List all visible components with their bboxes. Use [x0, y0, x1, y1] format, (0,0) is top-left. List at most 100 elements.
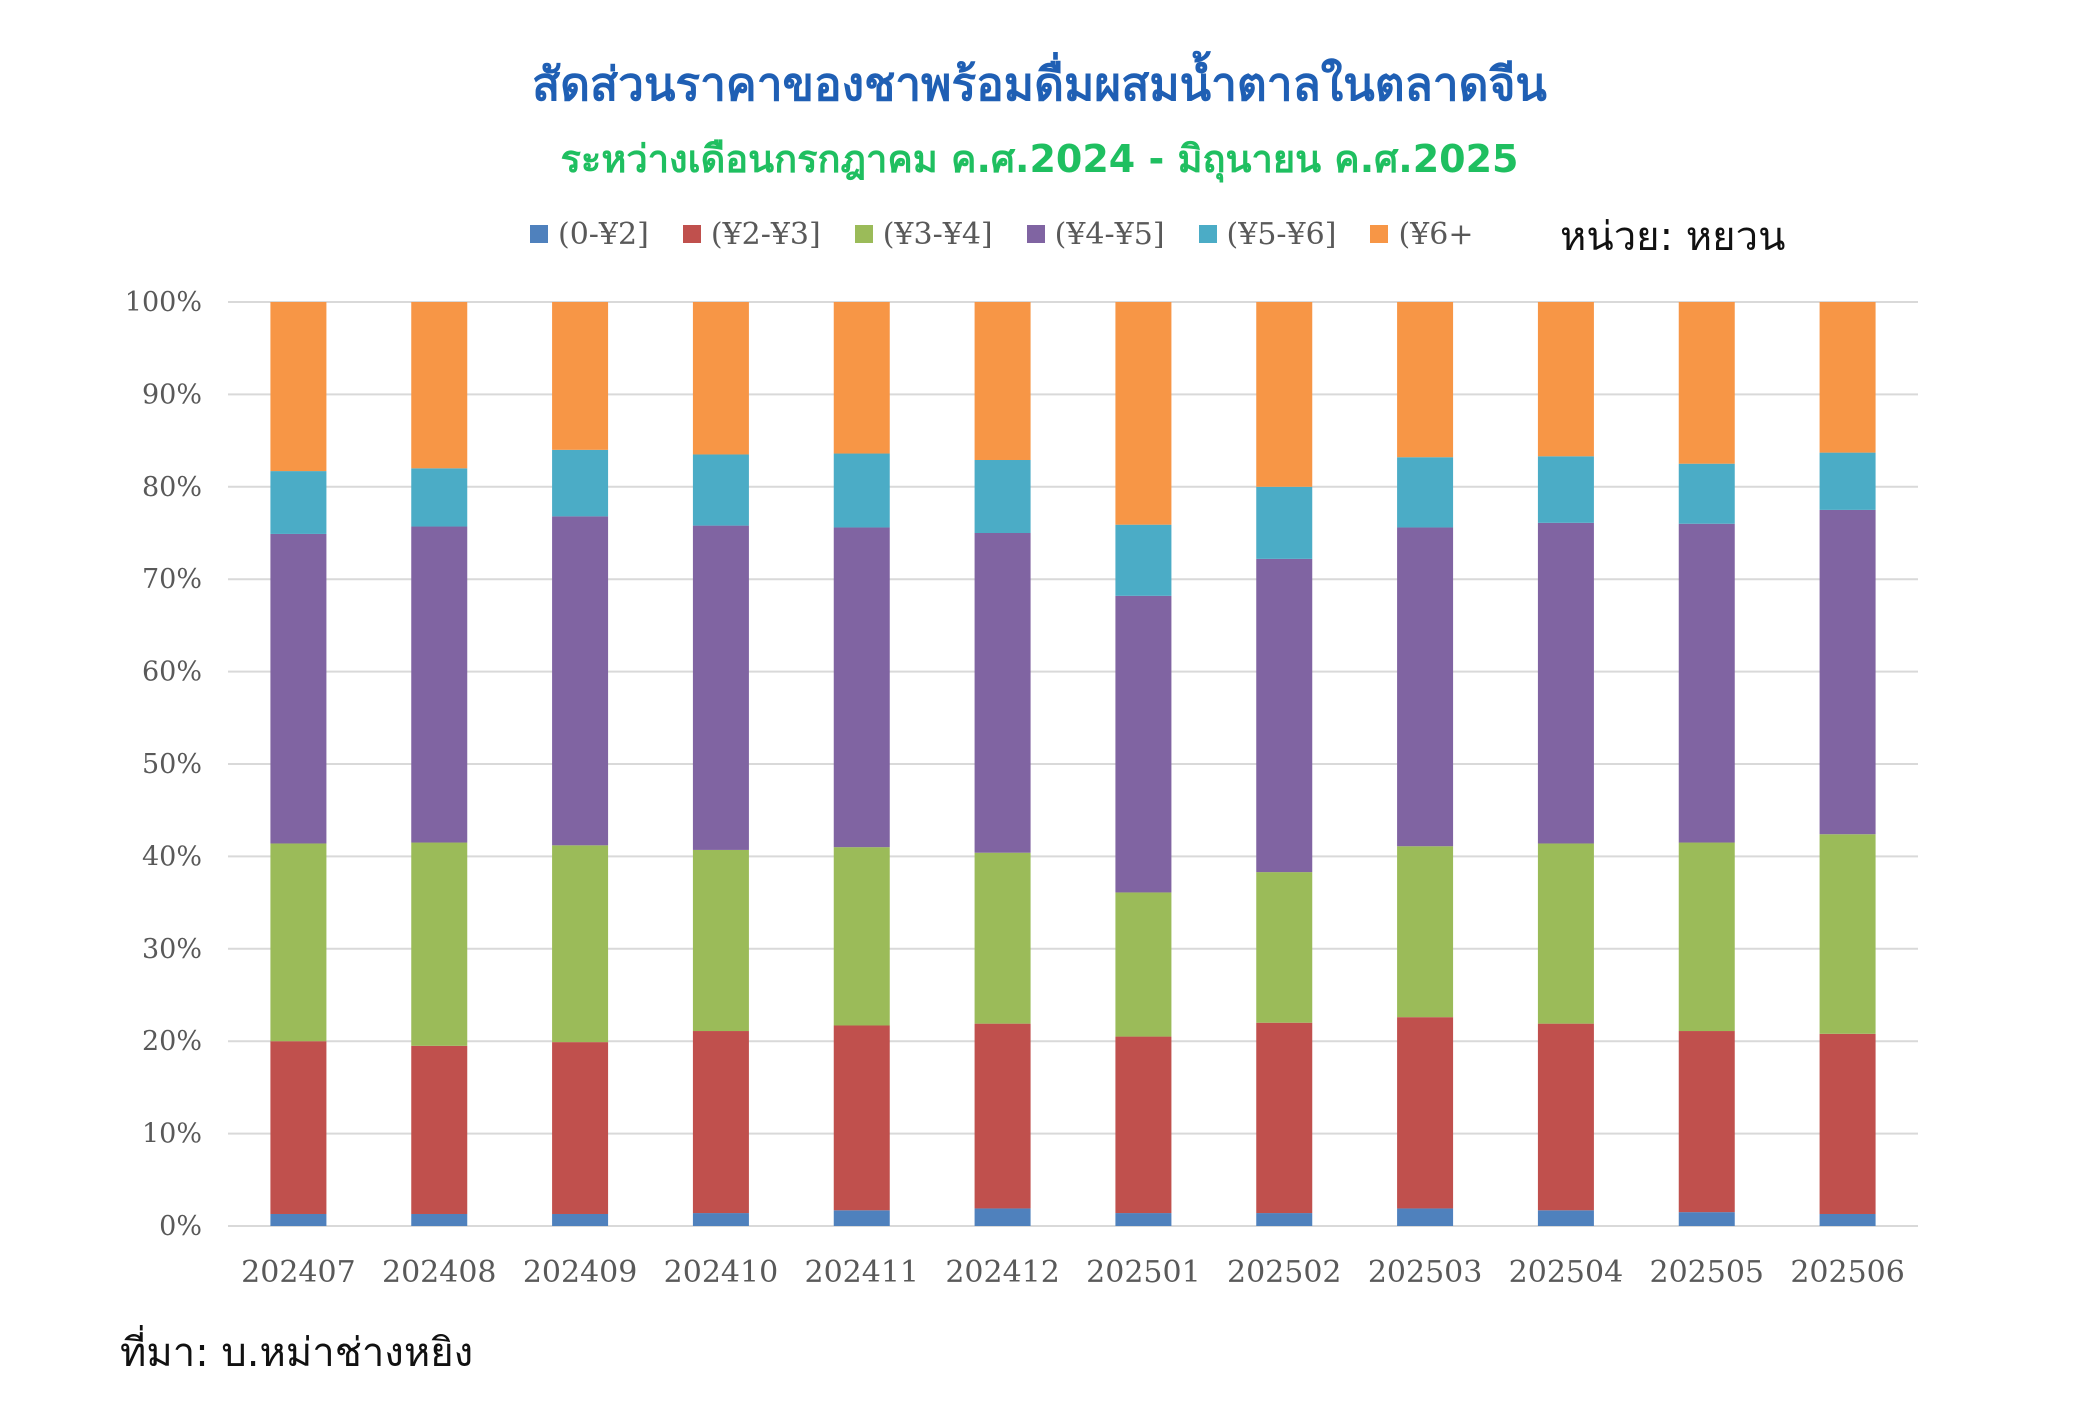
x-tick-label: 202503	[1368, 1255, 1483, 1290]
legend-item-0: (0-¥2]	[530, 217, 649, 252]
bar-segment-202505-5	[1678, 302, 1735, 464]
legend-label-3: (¥4-¥5]	[1054, 216, 1165, 252]
bar-segment-202411-2	[833, 847, 890, 1026]
legend-item-1: (¥2-¥3]	[682, 216, 821, 252]
bar-segment-202503-4	[1397, 457, 1454, 528]
y-tick-label: 40%	[142, 841, 202, 872]
legend-label-4: (¥5-¥6]	[1226, 216, 1337, 252]
bar-segment-202407-4	[270, 471, 327, 534]
bar-segment-202502-1	[1256, 1022, 1313, 1214]
bar-segment-202502-5	[1256, 302, 1313, 487]
bar-segment-202409-0	[552, 1213, 609, 1226]
x-tick-label: 202412	[945, 1255, 1060, 1290]
y-tick-label: 100%	[125, 287, 202, 318]
legend-swatch-4	[1198, 225, 1217, 243]
bar-segment-202506-1	[1819, 1033, 1876, 1214]
bar-segment-202411-3	[833, 527, 890, 848]
legend-swatch-5	[1370, 225, 1389, 243]
bar-segment-202412-0	[974, 1208, 1031, 1226]
bar-segment-202411-5	[833, 302, 890, 454]
bar-segment-202506-0	[1819, 1213, 1876, 1226]
chart-title: สัดส่วนราคาของชาพร้อมดื่มผสมน้ำตาลในตลาด…	[532, 57, 1547, 111]
bar-segment-202412-3	[974, 533, 1031, 853]
bar-segment-202412-5	[974, 302, 1031, 461]
bar-segment-202412-4	[974, 460, 1031, 533]
bar-segment-202409-2	[552, 845, 609, 1043]
legend-label-1: (¥2-¥3]	[710, 216, 821, 252]
bar-segment-202410-3	[692, 525, 749, 850]
bar-segment-202501-0	[1115, 1213, 1172, 1226]
bar-segment-202412-1	[974, 1023, 1031, 1209]
bar-segment-202407-2	[270, 843, 327, 1042]
x-tick-label: 202408	[382, 1255, 497, 1290]
bar-segment-202502-4	[1256, 486, 1313, 559]
bar-segment-202408-5	[411, 302, 468, 469]
x-tick-label: 202502	[1227, 1255, 1342, 1290]
bar-segment-202506-3	[1819, 509, 1876, 835]
bar-segment-202501-1	[1115, 1036, 1172, 1214]
bar-segment-202408-3	[411, 526, 468, 843]
bar-segment-202410-1	[692, 1031, 749, 1214]
bar-segment-202504-1	[1537, 1023, 1594, 1211]
legend-label-5: (¥6+	[1398, 216, 1474, 252]
bar-segment-202407-3	[270, 533, 327, 844]
bar-segment-202505-2	[1678, 842, 1735, 1032]
bar-segment-202502-3	[1256, 558, 1313, 873]
bar-segment-202501-3	[1115, 595, 1172, 893]
y-tick-label: 20%	[142, 1026, 202, 1057]
bar-segment-202503-5	[1397, 302, 1454, 458]
bar-segment-202407-5	[270, 302, 327, 472]
bar-segment-202501-4	[1115, 524, 1172, 596]
x-tick-label: 202501	[1086, 1255, 1201, 1290]
bar-segment-202408-1	[411, 1045, 468, 1214]
legend-item-3: (¥4-¥5]	[1026, 216, 1165, 252]
bar-segment-202504-0	[1537, 1210, 1594, 1226]
y-tick-label: 90%	[142, 379, 202, 410]
bar-segment-202410-2	[692, 849, 749, 1032]
bar-segment-202503-3	[1397, 527, 1454, 847]
bar-segment-202504-3	[1537, 522, 1594, 844]
bar-segment-202409-5	[552, 302, 609, 450]
unit-label: หน่วย: หยวน	[1560, 214, 1786, 260]
y-tick-label: 60%	[142, 657, 202, 688]
y-tick-label: 80%	[142, 472, 202, 503]
y-tick-label: 70%	[142, 564, 202, 595]
x-tick-label: 202505	[1649, 1255, 1764, 1290]
bar-segment-202408-0	[411, 1213, 468, 1226]
source-note: ที่มา: บ.หม่าช่างหยิง	[120, 1330, 474, 1376]
bar-segment-202411-0	[833, 1210, 890, 1226]
bar-segment-202409-3	[552, 516, 609, 846]
bar-segment-202408-2	[411, 842, 468, 1046]
x-tick-label: 202506	[1790, 1255, 1905, 1290]
bar-segment-202503-1	[1397, 1017, 1454, 1209]
legend-item-4: (¥5-¥6]	[1198, 216, 1337, 252]
bar-segment-202506-5	[1819, 302, 1876, 453]
bar-segment-202501-5	[1115, 302, 1172, 525]
legend-label-2: (¥3-¥4]	[882, 216, 993, 252]
y-tick-label: 0%	[159, 1211, 202, 1242]
bar-segment-202410-4	[692, 454, 749, 526]
bar-segment-202407-1	[270, 1041, 327, 1214]
bar-segment-202506-4	[1819, 452, 1876, 510]
bar-segment-202411-4	[833, 453, 890, 528]
x-tick-label: 202411	[804, 1255, 919, 1290]
chart-legend: (0-¥2] (¥2-¥3] (¥3-¥4] (¥4-¥5] (¥5-¥6] (¥6+	[530, 212, 1473, 256]
y-tick-label: 50%	[142, 749, 202, 780]
legend-swatch-0	[530, 225, 548, 243]
bar-segment-202503-2	[1397, 846, 1454, 1018]
bar-segment-202506-2	[1819, 834, 1876, 1034]
bar-segment-202409-1	[552, 1042, 609, 1214]
bar-segment-202505-1	[1678, 1031, 1735, 1213]
chart-subtitle: ระหว่างเดือนกรกฎาคม ค.ศ.2024 - มิถุนายน …	[560, 137, 1519, 181]
bar-segment-202412-2	[974, 852, 1031, 1024]
bar-segment-202503-0	[1397, 1208, 1454, 1226]
bar-segment-202410-5	[692, 302, 749, 455]
bar-segment-202409-4	[552, 449, 609, 517]
bar-segment-202410-0	[692, 1213, 749, 1226]
bar-segment-202505-0	[1678, 1212, 1735, 1226]
bar-segment-202502-2	[1256, 872, 1313, 1023]
bar-segment-202504-2	[1537, 843, 1594, 1024]
bar-segment-202407-0	[270, 1213, 327, 1226]
x-tick-label: 202504	[1509, 1255, 1624, 1290]
